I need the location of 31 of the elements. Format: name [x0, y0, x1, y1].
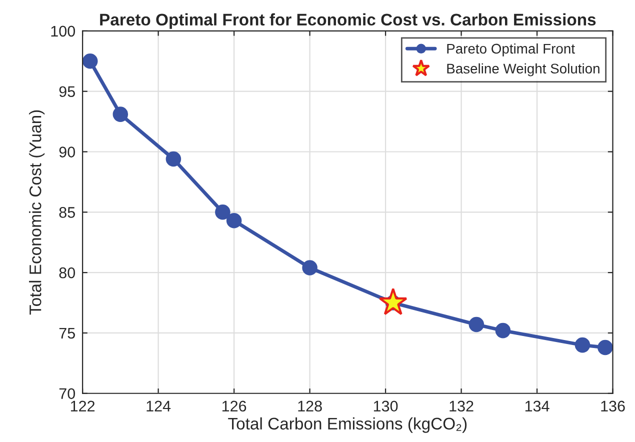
y-tick-label: 75 [59, 328, 75, 339]
chart-title: Pareto Optimal Front for Economic Cost vs. Carbon Emissions [100, 13, 596, 29]
x-tick-label: 134 [525, 400, 550, 412]
x-tick-label: 136 [601, 400, 625, 412]
y-tick-label: 85 [59, 207, 75, 218]
point [82, 54, 98, 69]
point [302, 260, 318, 276]
y-axis-title: Total Economic Cost (Yuan) [29, 110, 45, 315]
legend-label: Baseline Weight Solution [447, 63, 600, 76]
point [378, 288, 408, 316]
point [468, 316, 484, 332]
x-tick-label: 126 [222, 400, 246, 412]
point [226, 212, 242, 228]
y-tick-label: 90 [59, 146, 76, 158]
y-tick-label: 70 [59, 388, 76, 400]
x-tick-label: 122 [70, 400, 95, 412]
point [112, 106, 128, 122]
point [166, 151, 182, 167]
x-axis-title: Total Carbon Emissions (kgCO₂) [228, 417, 467, 433]
x-tick-label: 128 [298, 400, 322, 412]
point [574, 337, 590, 353]
legend-label: Pareto Optimal Front [447, 43, 575, 56]
x-tick-label: 130 [374, 400, 398, 412]
point [215, 204, 230, 220]
point [598, 340, 613, 356]
y-tick-label: 95 [59, 86, 75, 98]
y-tick-label: 80 [59, 267, 76, 278]
y-tick-label: 100 [51, 26, 76, 37]
point [495, 322, 511, 338]
x-tick-label: 132 [450, 400, 474, 412]
x-tick-label: 124 [146, 400, 171, 412]
